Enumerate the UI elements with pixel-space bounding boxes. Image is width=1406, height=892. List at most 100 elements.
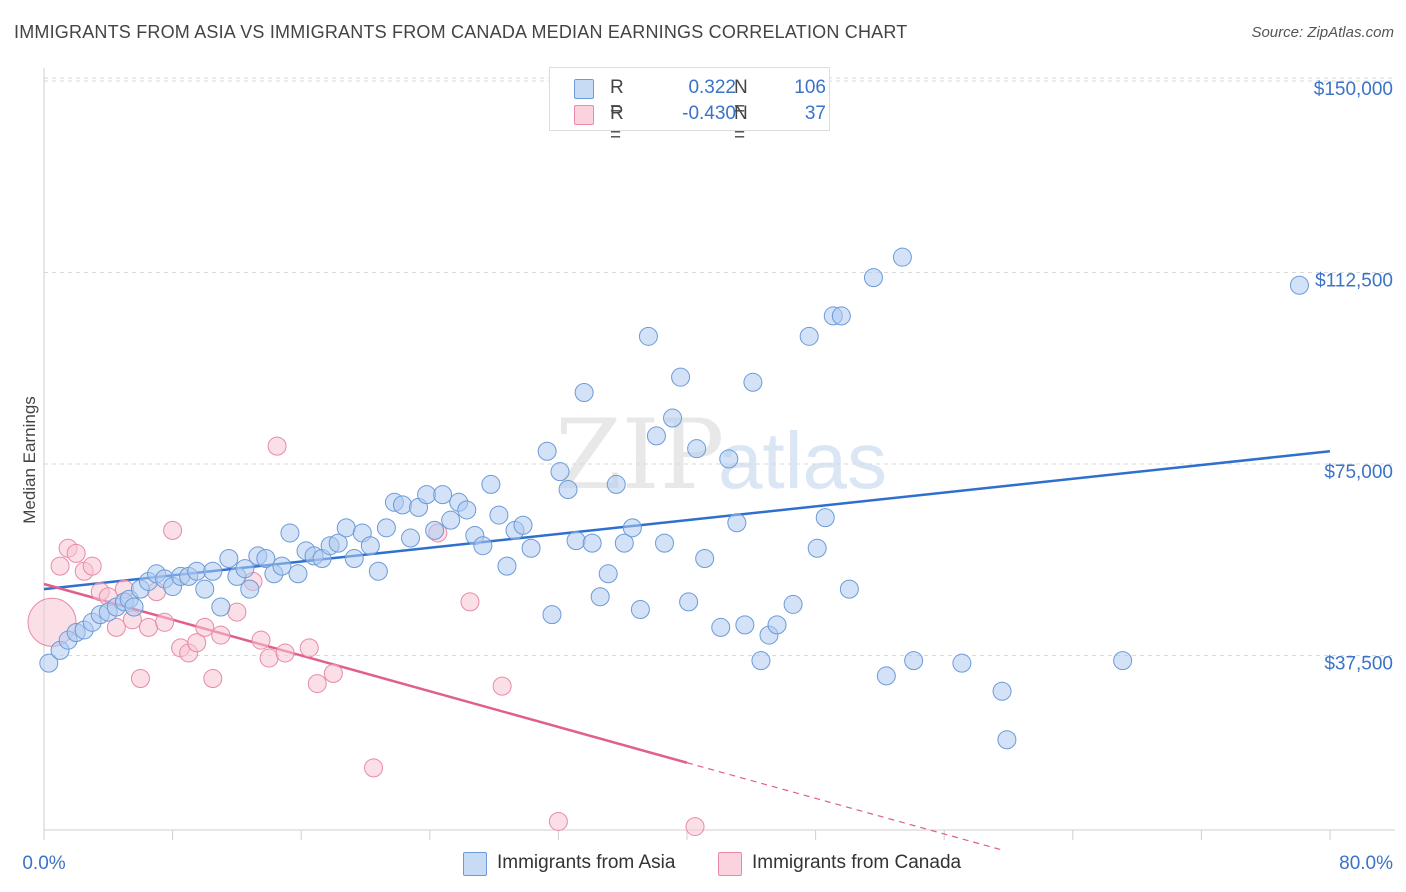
point-asia [952,653,972,673]
point-asia [392,495,412,515]
point-asia [240,579,260,599]
tick-labels: $37,500 $75,000 $112,500 $150,000 0.0% 80.0% [22,79,1393,874]
source-label: Source: ZipAtlas.com [1251,24,1394,41]
point-asia [344,548,364,568]
point-canada [106,617,126,637]
point-canada [364,758,384,778]
point-canada [685,817,705,837]
point-canada [299,638,319,658]
point-asia [473,536,493,556]
bottom-legend-label-canada: Immigrants from Canada [752,852,962,873]
point-asia [187,561,207,581]
point-asia [807,538,827,558]
watermark-atlas: atlas [718,416,887,505]
point-asia [671,367,691,387]
point-canada [195,617,215,637]
trend-line-asia [43,449,1331,591]
legend-n-label: N = [734,103,748,146]
point-canada [251,630,271,650]
point-canada [211,625,231,645]
point-asia [904,651,924,671]
point-asia [606,474,626,494]
point-asia [876,666,896,686]
point-asia [481,474,501,494]
point-canada [259,648,279,668]
y-tick-label: $37,500 [1324,654,1393,675]
point-canada [82,556,102,576]
point-asia [441,510,461,530]
point-asia [497,556,517,576]
point-canada [227,602,247,622]
point-asia [997,730,1017,750]
point-asia [280,523,300,543]
bottom-legend-label-asia: Immigrants from Asia [497,852,676,873]
point-asia [336,518,356,538]
point-asia [1113,651,1133,671]
point-asia [992,681,1012,701]
axes [43,68,1395,840]
y-tick-label: $150,000 [1314,79,1393,100]
point-asia [799,326,819,346]
point-canada [460,592,480,612]
point-asia [622,518,642,538]
point-canada [323,663,343,683]
point-asia [590,587,610,607]
bottom-legend-swatch-canada [718,852,742,876]
point-asia [401,528,421,548]
point-asia [679,592,699,612]
legend-r-label: R = [610,103,624,146]
point-asia [272,556,292,576]
y-tick-label: $112,500 [1315,271,1393,292]
legend-swatch-asia [574,79,594,99]
legend-n-label: N = [734,77,748,120]
point-asia [1289,275,1309,295]
point-canada [130,668,150,688]
point-asia [892,247,912,267]
point-asia [537,441,557,461]
point-asia [219,548,239,568]
point-asia [831,306,851,326]
point-asia [457,500,477,520]
point-asia [566,531,586,551]
point-canada [203,668,223,688]
point-canada [66,543,86,563]
trend-lines [43,449,1331,851]
point-asia [368,561,388,581]
point-asia [558,480,578,500]
point-asia [630,600,650,620]
point-canada [138,617,158,637]
point-asia [727,513,747,533]
point-asia [513,515,533,535]
point-asia [743,372,763,392]
point-asia [687,439,707,459]
point-asia [425,520,445,540]
point-asia [417,485,437,505]
point-asia [638,326,658,346]
legend-n-value-canada: 37 [804,103,826,124]
point-asia [376,518,396,538]
legend-swatch-canada [574,105,594,125]
chart-title: IMMIGRANTS FROM ASIA VS IMMIGRANTS FROM … [14,22,908,42]
legend-r-value-canada: -0.430 [682,103,736,124]
point-canada [307,674,327,694]
point-asia [751,651,771,671]
trend-line-canada [43,582,688,764]
data-points [27,247,1309,837]
trend-line-canada-extension [686,762,1001,851]
point-asia [614,533,634,553]
point-asia [646,426,666,446]
point-canada [50,556,70,576]
point-asia [124,597,144,617]
point-asia [574,383,594,403]
point-asia [767,615,787,635]
point-canada [267,436,287,456]
point-asia [203,561,223,581]
point-asia [256,548,276,568]
legend-n-value-asia: 106 [794,77,826,98]
point-asia [695,548,715,568]
point-asia [235,559,255,579]
point-asia [654,533,674,553]
legend-r-label: R = [610,77,624,120]
